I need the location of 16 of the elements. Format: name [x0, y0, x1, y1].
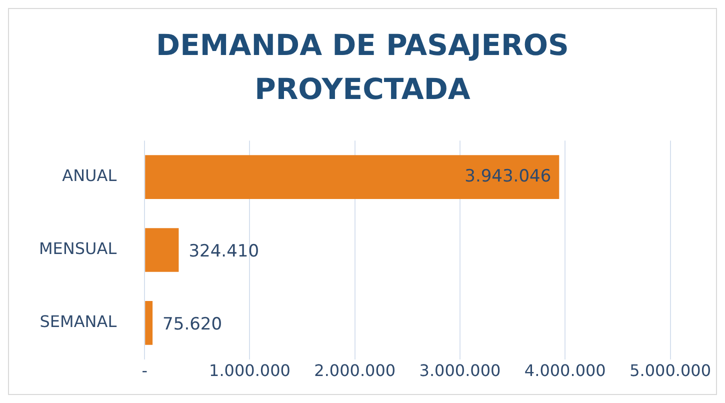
- data-label: 3.943.046: [464, 166, 552, 186]
- bar: [145, 228, 179, 272]
- x-tick-label: 2.000.000: [314, 361, 396, 380]
- y-tick-label: MENSUAL: [39, 239, 117, 258]
- x-tick-label: 3.000.000: [419, 361, 501, 380]
- chart-title: DEMANDA DE PASAJEROS PROYECTADA: [155, 27, 570, 108]
- x-tick-label: -: [142, 361, 148, 380]
- bar: [145, 155, 560, 199]
- data-label: 75.620: [162, 314, 222, 334]
- x-tick-label: 4.000.000: [524, 361, 606, 380]
- y-tick-label: SEMANAL: [40, 312, 117, 332]
- x-tick-label: 1.000.000: [209, 361, 290, 380]
- x-tick-label: 5.000.000: [630, 361, 712, 380]
- data-label: 324.410: [188, 241, 260, 262]
- bar: [145, 301, 153, 345]
- y-tick-label: ANUAL: [62, 166, 117, 186]
